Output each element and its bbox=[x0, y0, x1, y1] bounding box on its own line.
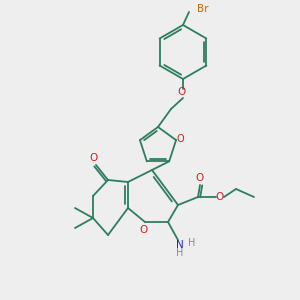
Text: O: O bbox=[216, 192, 224, 202]
Text: O: O bbox=[176, 134, 184, 144]
Text: O: O bbox=[89, 153, 97, 163]
Text: O: O bbox=[139, 225, 147, 235]
Text: H: H bbox=[188, 238, 195, 248]
Text: O: O bbox=[178, 87, 186, 97]
Text: N: N bbox=[176, 240, 184, 250]
Text: H: H bbox=[176, 248, 184, 258]
Text: O: O bbox=[196, 173, 204, 183]
Text: Br: Br bbox=[197, 4, 208, 14]
